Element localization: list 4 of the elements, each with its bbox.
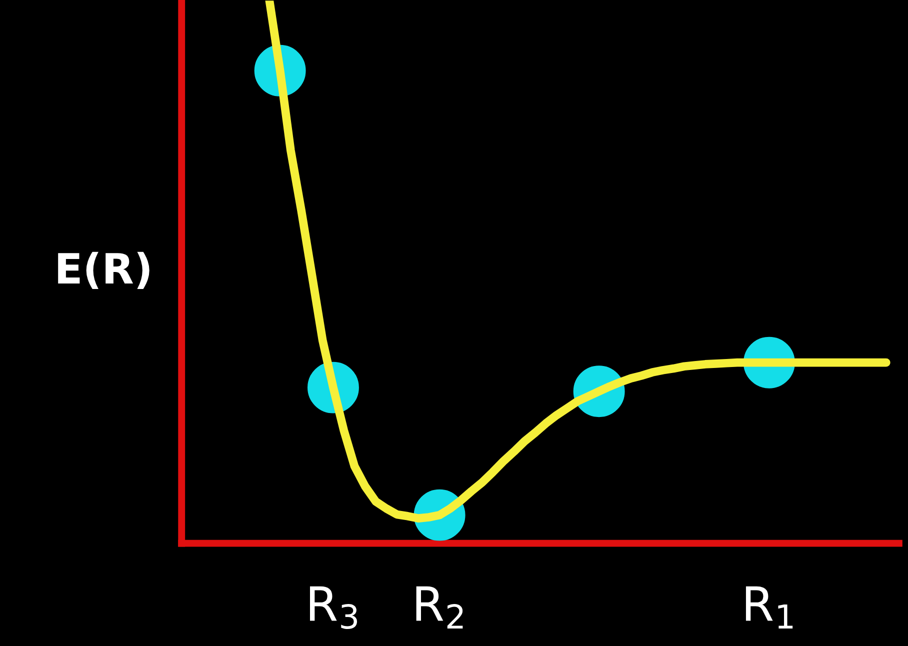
x-tick-label: R$_{3}$ [310, 586, 358, 630]
x-tick-label: R$_{1}$ [746, 586, 793, 629]
x-tick-label: R$_{2}$ [416, 586, 463, 629]
y-axis-title: E(R) [58, 252, 150, 289]
